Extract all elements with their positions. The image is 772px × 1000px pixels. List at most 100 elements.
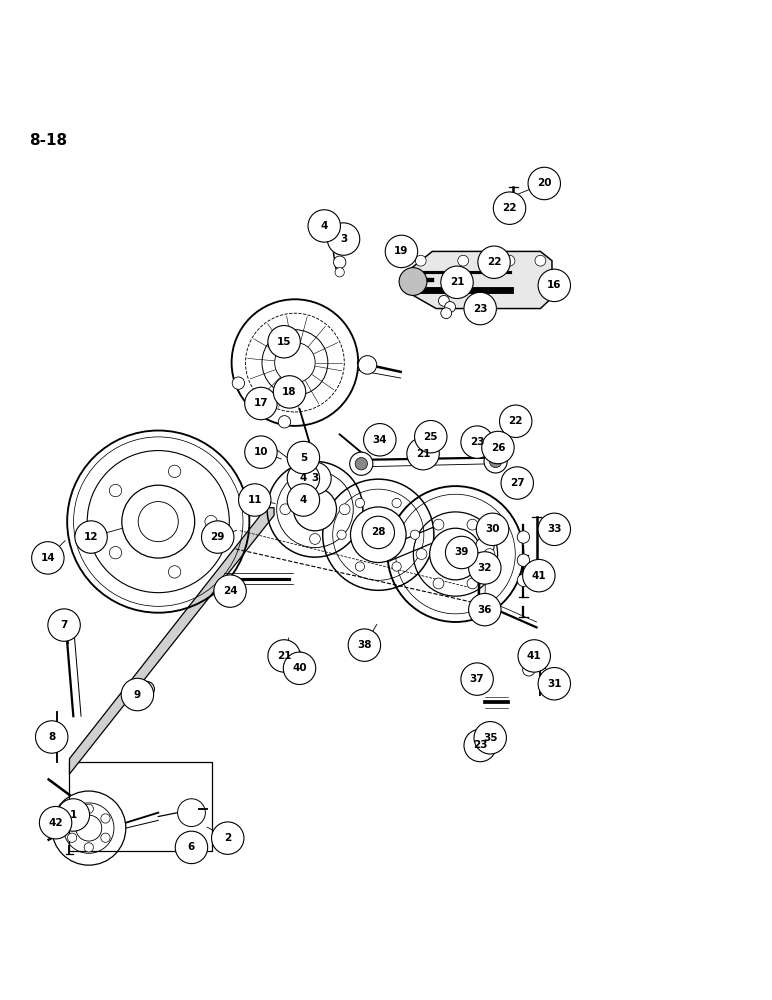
Circle shape (32, 542, 64, 574)
Polygon shape (69, 508, 274, 774)
Circle shape (201, 521, 234, 553)
Circle shape (484, 549, 495, 559)
Circle shape (287, 484, 320, 516)
Text: 16: 16 (547, 280, 561, 290)
Circle shape (469, 552, 501, 584)
Circle shape (478, 246, 510, 278)
Circle shape (362, 516, 394, 549)
Text: 7: 7 (60, 620, 68, 630)
Circle shape (273, 376, 306, 408)
Text: 5: 5 (300, 453, 307, 463)
Text: 8: 8 (48, 732, 56, 742)
Circle shape (308, 210, 340, 242)
Circle shape (122, 485, 195, 558)
Circle shape (517, 554, 530, 566)
Circle shape (101, 833, 110, 842)
Text: 1: 1 (69, 810, 77, 820)
Text: 42: 42 (49, 818, 63, 828)
Circle shape (121, 678, 154, 711)
Text: 33: 33 (547, 524, 561, 534)
Text: 4: 4 (300, 495, 307, 505)
Text: 4: 4 (300, 473, 307, 483)
Circle shape (239, 484, 271, 516)
Circle shape (464, 729, 496, 762)
Circle shape (504, 255, 515, 266)
Text: 4: 4 (320, 221, 328, 231)
Circle shape (175, 831, 208, 864)
Circle shape (355, 458, 367, 470)
Circle shape (392, 562, 401, 571)
Circle shape (467, 519, 478, 530)
Text: 21: 21 (416, 449, 430, 459)
Circle shape (507, 199, 520, 211)
Circle shape (518, 640, 550, 672)
Circle shape (283, 652, 316, 685)
Circle shape (48, 609, 80, 641)
Text: 24: 24 (223, 586, 237, 596)
Text: 3: 3 (311, 473, 319, 483)
Circle shape (287, 462, 320, 495)
Text: 8-18: 8-18 (29, 133, 67, 148)
Circle shape (57, 799, 90, 831)
Circle shape (245, 436, 277, 468)
Circle shape (317, 478, 326, 488)
Circle shape (214, 575, 246, 607)
Circle shape (355, 562, 364, 571)
Circle shape (464, 292, 496, 325)
Circle shape (299, 462, 331, 495)
Circle shape (139, 681, 154, 697)
Circle shape (482, 431, 514, 464)
Circle shape (385, 235, 418, 268)
Circle shape (84, 843, 93, 852)
Circle shape (358, 356, 377, 374)
Text: 12: 12 (84, 532, 98, 542)
Circle shape (334, 256, 346, 268)
Circle shape (84, 804, 93, 813)
Circle shape (441, 308, 452, 319)
Circle shape (110, 484, 122, 497)
Text: 23: 23 (470, 437, 484, 447)
Circle shape (280, 504, 291, 515)
Circle shape (293, 488, 337, 531)
Circle shape (39, 806, 72, 839)
Text: 15: 15 (277, 337, 291, 347)
Circle shape (476, 537, 494, 556)
Circle shape (399, 268, 427, 295)
Text: 3: 3 (340, 234, 347, 244)
Text: 14: 14 (41, 553, 55, 563)
Circle shape (245, 387, 277, 420)
Circle shape (327, 223, 360, 255)
Circle shape (339, 504, 350, 515)
Circle shape (415, 255, 426, 266)
Text: 36: 36 (478, 605, 492, 615)
Circle shape (467, 578, 478, 589)
Circle shape (433, 519, 444, 530)
Circle shape (538, 513, 571, 546)
Circle shape (337, 530, 346, 539)
Text: 41: 41 (527, 651, 541, 661)
Text: 39: 39 (455, 547, 469, 557)
Circle shape (348, 629, 381, 661)
Circle shape (517, 574, 530, 586)
Circle shape (517, 531, 530, 543)
Circle shape (461, 663, 493, 695)
Circle shape (168, 566, 181, 578)
Text: 22: 22 (509, 416, 523, 426)
Circle shape (268, 326, 300, 358)
Circle shape (469, 593, 501, 626)
Text: 26: 26 (491, 443, 505, 453)
Text: 22: 22 (487, 257, 501, 267)
Circle shape (430, 528, 481, 580)
Text: 38: 38 (357, 640, 371, 650)
Text: 21: 21 (450, 277, 464, 287)
Circle shape (278, 416, 290, 428)
Circle shape (304, 466, 313, 475)
Circle shape (411, 530, 420, 539)
Circle shape (523, 664, 535, 676)
Circle shape (499, 405, 532, 437)
Circle shape (364, 424, 396, 456)
Circle shape (310, 534, 320, 544)
Circle shape (350, 452, 373, 475)
Circle shape (433, 578, 444, 589)
Circle shape (287, 441, 320, 474)
